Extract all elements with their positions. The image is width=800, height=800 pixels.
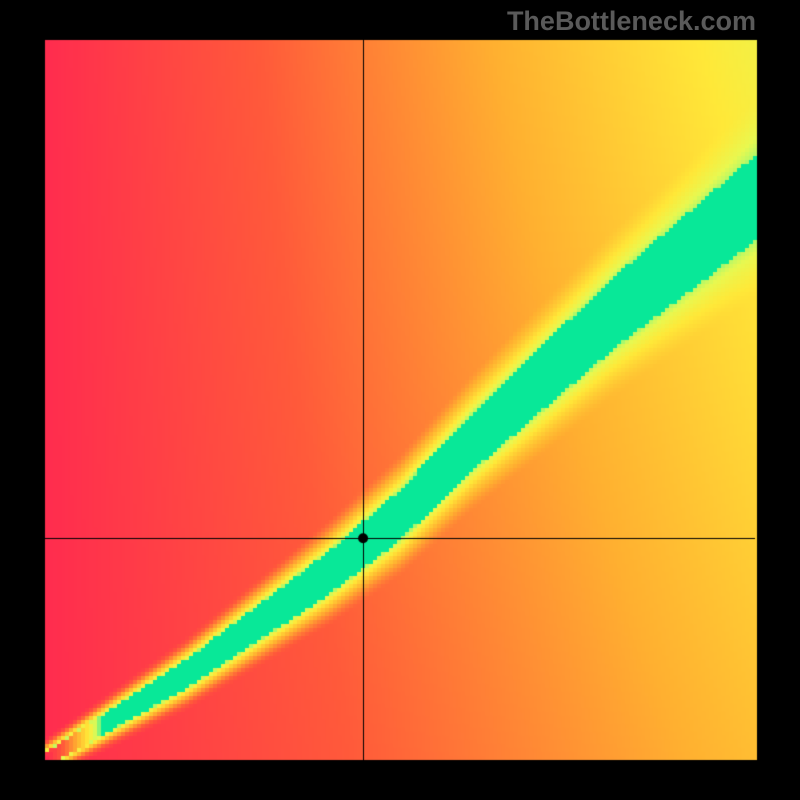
watermark-text: TheBottleneck.com	[507, 6, 756, 37]
bottleneck-heatmap	[0, 0, 800, 800]
chart-container: TheBottleneck.com	[0, 0, 800, 800]
